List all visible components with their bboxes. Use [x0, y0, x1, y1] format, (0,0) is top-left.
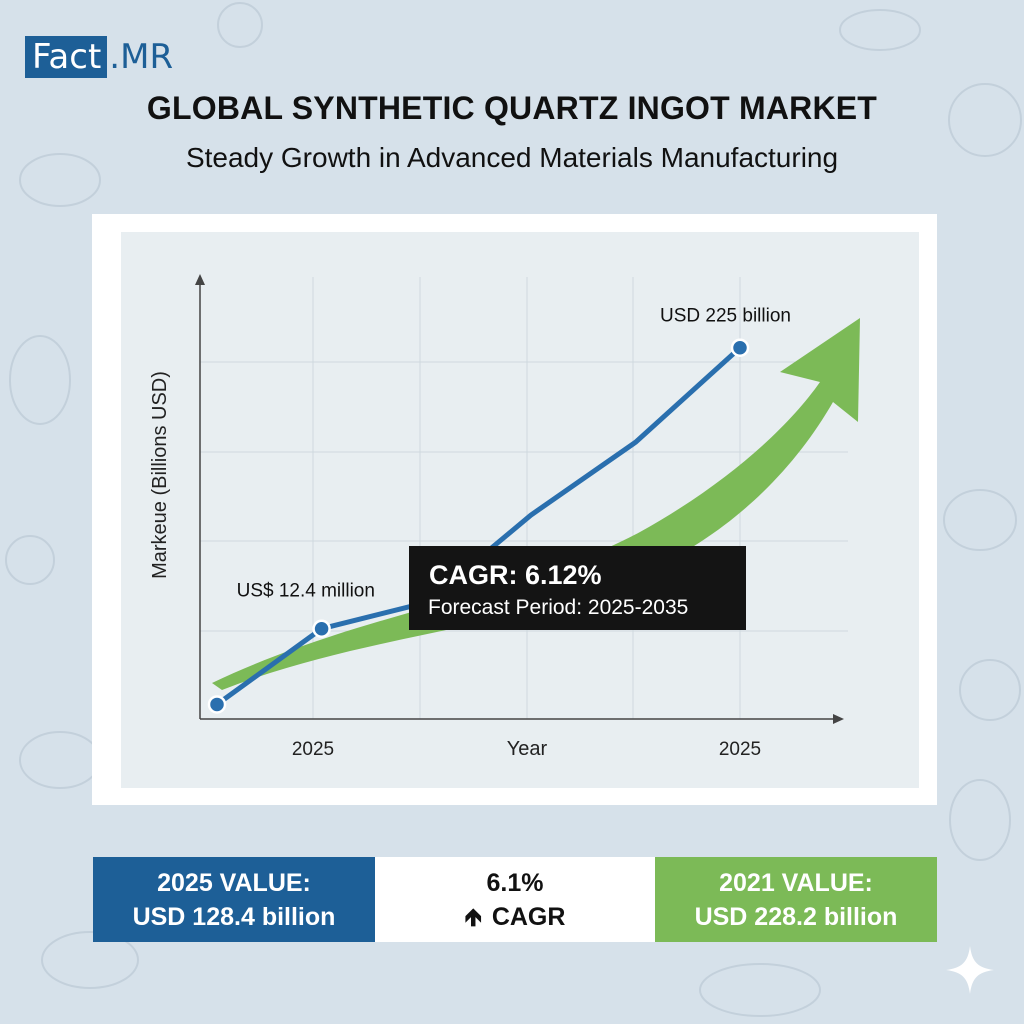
cagr-callout: CAGR: 6.12% Forecast Period: 2025-2035 [409, 546, 746, 630]
stat-2025-value: 2025 VALUE: USD 128.4 billion [93, 857, 375, 942]
logo-fact-part: Fact [25, 36, 108, 78]
plot-area [121, 232, 919, 788]
page-subtitle: Steady Growth in Advanced Materials Manu… [185, 142, 839, 173]
stat-right-value: USD 228.2 billion [694, 903, 898, 931]
stat-left-value: USD 128.4 billion [132, 903, 336, 931]
sparkle-icon [946, 946, 994, 994]
data-point [312, 619, 331, 638]
y-axis-label: Markeue (Billions USD) [149, 371, 171, 579]
cagr-callout-title: CAGR: 6.12% [429, 560, 602, 590]
page-title: GLOBAL SYNTHETIC QUARTZ INGOT MARKET [146, 90, 878, 126]
data-point [730, 338, 750, 357]
x-tick-label: 2025 [292, 739, 334, 760]
x-axis-arrow [833, 714, 844, 724]
stat-right-label: 2021 VALUE: [719, 869, 873, 897]
data-label: US$ 12.4 million [237, 581, 375, 602]
stat-mid-value: 6.1% [486, 869, 544, 897]
y-axis-arrow [195, 274, 205, 285]
x-axis-label: Year [507, 738, 548, 760]
trend-arrow [212, 318, 860, 690]
stat-mid-label: CAGR [491, 903, 566, 931]
data-point [207, 695, 227, 714]
logo-mr-part: .MR [109, 37, 174, 77]
stat-2021-value: 2021 VALUE: USD 228.2 billion [655, 857, 937, 942]
cagr-callout-subtitle: Forecast Period: 2025-2035 [428, 596, 689, 619]
data-label: USD 225 billion [660, 306, 791, 327]
brand-logo: Fact .MR [25, 36, 173, 78]
stat-left-label: 2025 VALUE: [157, 869, 311, 897]
up-arrow-icon: 🡹 [464, 904, 482, 931]
x-tick-label: 2025 [719, 739, 761, 760]
stat-cagr: 6.1% 🡹 CAGR [375, 857, 655, 942]
